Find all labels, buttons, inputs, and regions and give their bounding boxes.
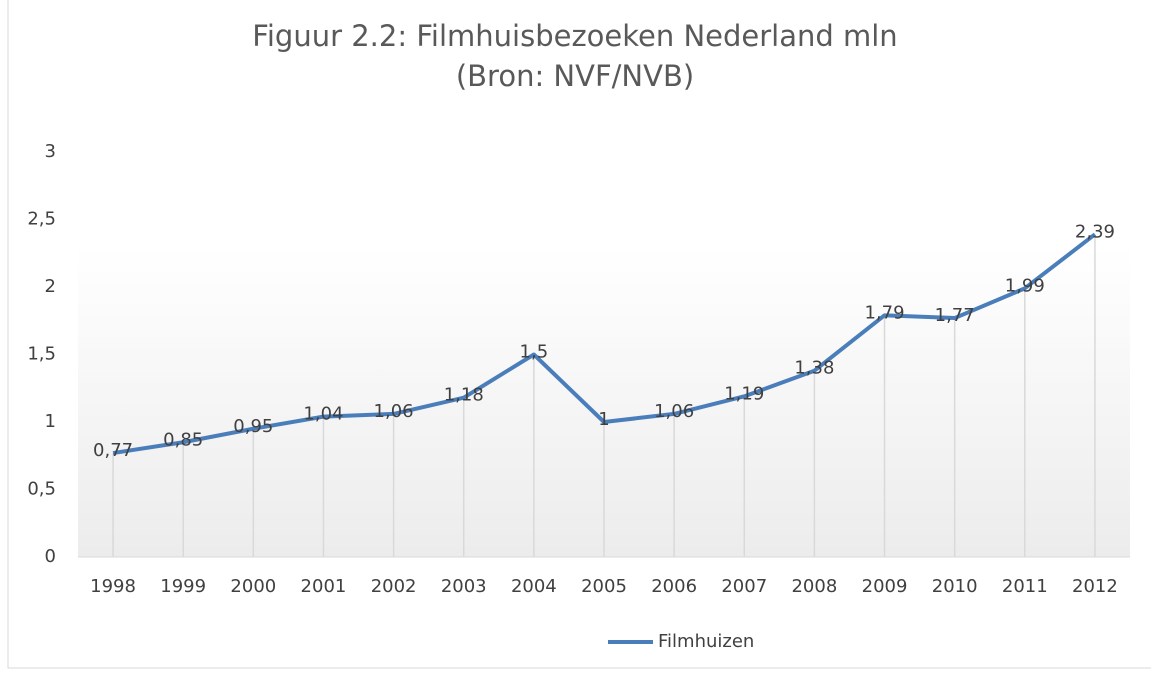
chart-border: [7, 0, 1151, 669]
y-tick-label: 0,5: [27, 479, 56, 500]
data-label: 1,19: [724, 383, 764, 404]
x-tick-label: 2009: [862, 576, 908, 597]
x-tick-label: 2011: [1002, 576, 1048, 597]
y-tick-label: 2,5: [27, 209, 56, 230]
data-label: 0,77: [93, 440, 133, 461]
data-label: 1,04: [303, 404, 343, 425]
y-tick-label: 3: [45, 141, 56, 162]
data-label: 1,06: [374, 401, 414, 422]
x-tick-label: 2005: [581, 576, 627, 597]
data-label: 1,38: [794, 358, 834, 379]
series-line: [112, 232, 1097, 456]
y-tick-label: 1: [45, 411, 56, 432]
legend-label: Filmhuizen: [658, 631, 754, 652]
x-tick-label: 2004: [511, 576, 557, 597]
x-tick-label: 2012: [1072, 576, 1118, 597]
y-tick-label: 0: [45, 546, 56, 567]
data-label: 1,77: [935, 305, 975, 326]
data-label: 1,5: [520, 342, 549, 363]
data-label: 0,95: [233, 416, 273, 437]
x-tick-label: 2003: [441, 576, 487, 597]
y-tick-label: 1,5: [27, 344, 56, 365]
data-label: 0,85: [163, 429, 203, 450]
data-label: 1,79: [864, 302, 904, 323]
data-label: 1: [598, 409, 609, 430]
x-tick-label: 2006: [651, 576, 697, 597]
data-label: 1,99: [1005, 275, 1045, 296]
x-tick-label: 1998: [90, 576, 136, 597]
x-tick-label: 2010: [932, 576, 978, 597]
x-tick-label: 2001: [301, 576, 347, 597]
x-tick-label: 2002: [371, 576, 417, 597]
data-label: 1,18: [444, 385, 484, 406]
y-tick-label: 2: [45, 276, 56, 297]
data-label: 2,39: [1075, 221, 1115, 242]
x-tick-label: 2008: [791, 576, 837, 597]
x-tick-label: 2000: [230, 576, 276, 597]
chart-title: Figuur 2.2: Filmhuisbezoeken Nederland m…: [252, 19, 898, 93]
x-tick-label: 1999: [160, 576, 206, 597]
data-label: 1,06: [654, 401, 694, 422]
x-tick-label: 2007: [721, 576, 767, 597]
